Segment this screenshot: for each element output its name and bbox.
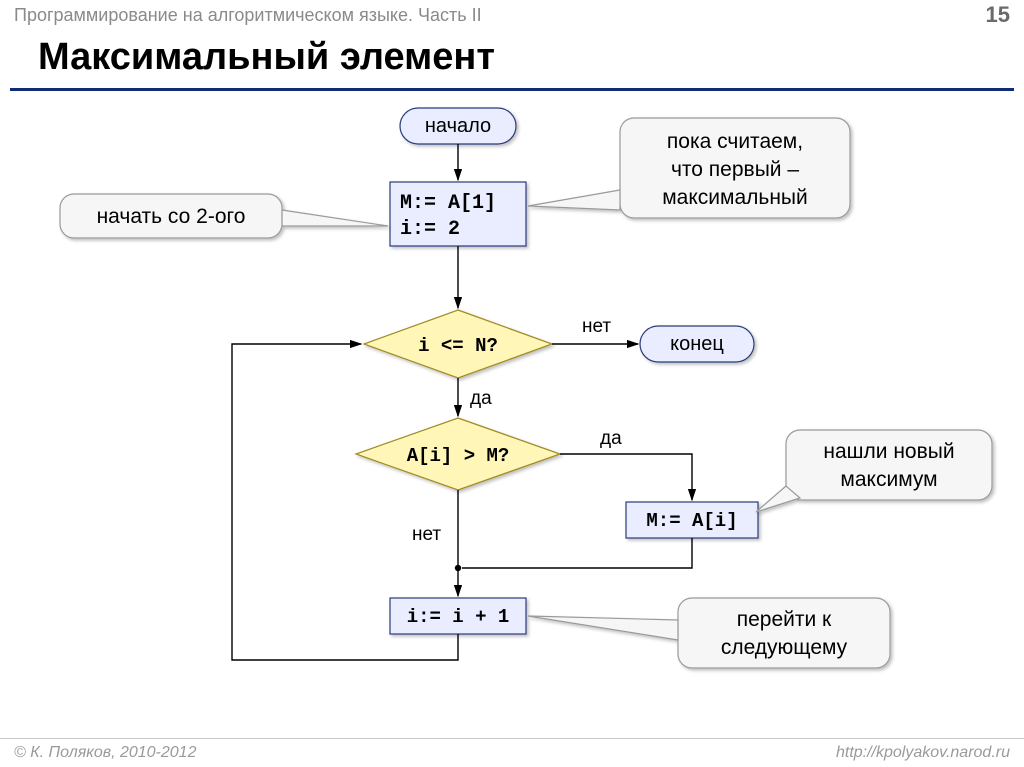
node-decision-compare: A[i] > M? [356,418,560,490]
edge-label-yes-1: да [470,388,492,409]
callout-next: перейти к следующему [528,598,890,668]
footer-author: © К. Поляков, 2010-2012 [14,744,196,762]
svg-text:A[i] > M?: A[i] > M? [407,445,510,467]
callout-first-max: пока считаем, что первый – максимальный [528,118,850,218]
svg-text:максимальный: максимальный [662,186,808,209]
callout-start-from-second: начать со 2-ого [60,194,388,238]
svg-text:i:= i + 1: i:= i + 1 [407,606,510,628]
svg-text:конец: конец [670,333,724,355]
svg-text:i:= 2: i:= 2 [400,218,460,241]
node-increment: i:= i + 1 [390,598,526,634]
svg-text:M:= A[1]: M:= A[1] [400,192,496,215]
svg-text:что первый –: что первый – [671,158,799,181]
callout-new-max: нашли новый максимум [756,430,992,512]
svg-text:i <= N?: i <= N? [418,335,498,357]
flowchart-canvas: начало M:= A[1] i:= 2 i <= N? конец A[i]… [0,0,1024,767]
svg-text:перейти к: перейти к [737,608,832,631]
svg-text:начало: начало [425,115,491,137]
edge-label-yes-2: да [600,428,622,449]
edge-label-no-2: нет [412,524,441,545]
svg-text:M:= A[i]: M:= A[i] [646,510,737,532]
svg-text:нашли новый: нашли новый [823,440,954,463]
node-decision-loop: i <= N? [364,310,552,378]
footer-url: http://kpolyakov.narod.ru [836,744,1010,762]
svg-text:максимум: максимум [840,468,937,491]
edge-label-no-1: нет [582,316,611,337]
node-assign-max: M:= A[i] [626,502,758,538]
svg-text:начать со 2-ого: начать со 2-ого [97,205,246,228]
svg-text:пока считаем,: пока считаем, [667,130,803,153]
svg-text:следующему: следующему [721,636,848,659]
node-init: M:= A[1] i:= 2 [390,182,526,246]
node-end: конец [640,326,754,362]
node-start: начало [400,108,516,144]
